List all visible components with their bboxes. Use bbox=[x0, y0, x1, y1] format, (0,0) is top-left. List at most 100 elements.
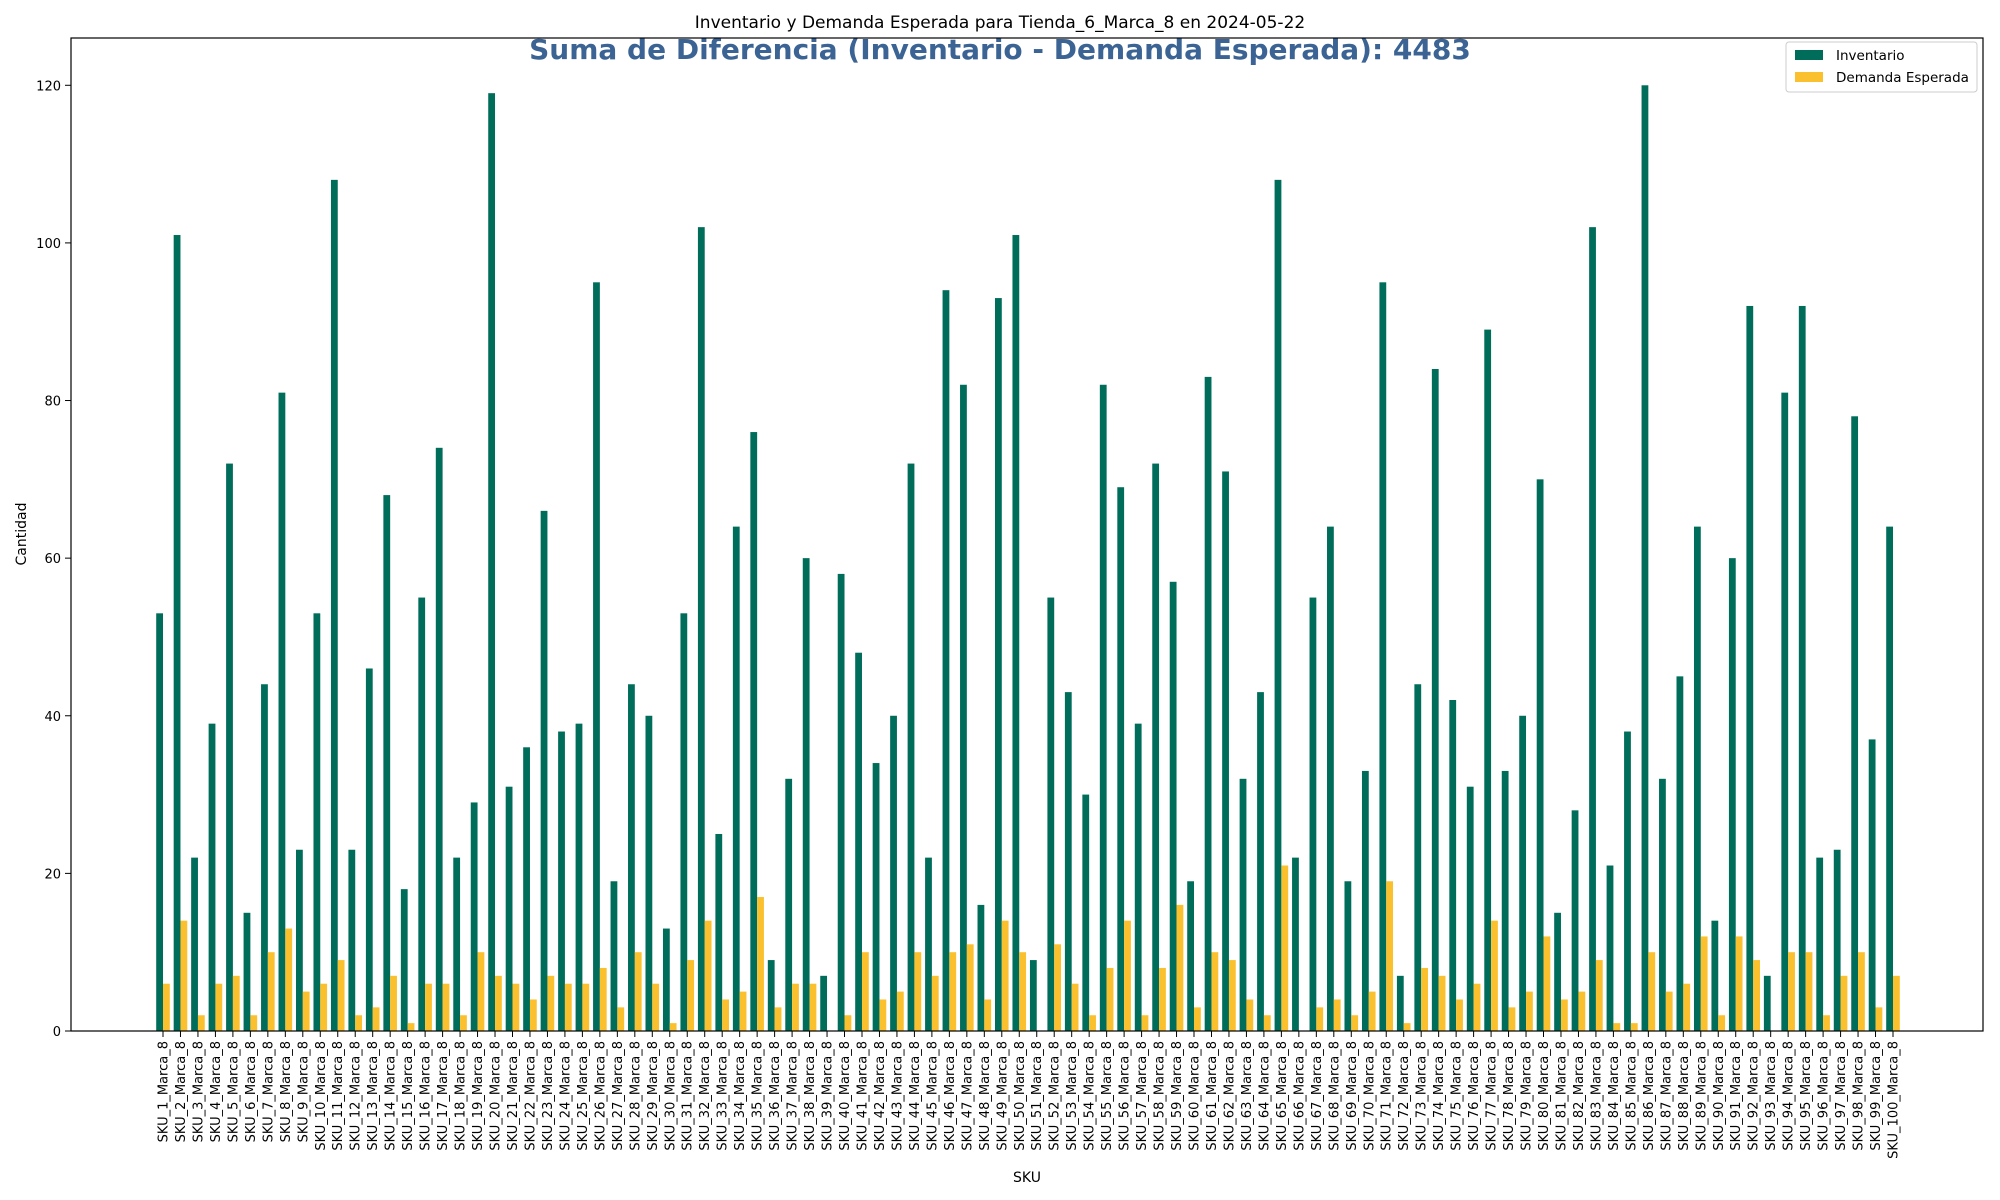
x-tick-label: SKU_76_Marca_8 bbox=[1467, 1041, 1482, 1151]
bar-inventario-99 bbox=[1868, 739, 1876, 1031]
bar-demanda-68 bbox=[1333, 999, 1341, 1031]
legend-swatch-demanda bbox=[1795, 72, 1823, 82]
x-tick-label: SKU_81_Marca_8 bbox=[1554, 1041, 1569, 1151]
bar-demanda-30 bbox=[669, 1023, 677, 1031]
bar-inventario-95 bbox=[1798, 305, 1806, 1031]
bar-demanda-42 bbox=[879, 999, 887, 1031]
bar-demanda-47 bbox=[966, 944, 974, 1031]
x-tick-label: SKU_51_Marca_8 bbox=[1030, 1041, 1045, 1151]
y-tick-label: 120 bbox=[36, 79, 61, 94]
x-tick-label: SKU_79_Marca_8 bbox=[1520, 1041, 1535, 1151]
bar-inventario-4 bbox=[208, 723, 216, 1031]
bar-inventario-3 bbox=[191, 857, 198, 1031]
x-tick-label: SKU_14_Marca_8 bbox=[384, 1041, 399, 1151]
bar-demanda-50 bbox=[1019, 952, 1027, 1031]
x-tick-label: SKU_11_Marca_8 bbox=[331, 1041, 346, 1151]
x-tick-label: SKU_30_Marca_8 bbox=[663, 1041, 678, 1151]
legend-label-demanda: Demanda Esperada bbox=[1836, 70, 1969, 86]
bar-demanda-41 bbox=[861, 952, 869, 1031]
bar-inventario-19 bbox=[470, 802, 478, 1031]
bar-inventario-44 bbox=[907, 463, 915, 1031]
bar-demanda-87 bbox=[1665, 991, 1673, 1031]
x-tick-label: SKU_60_Marca_8 bbox=[1188, 1041, 1203, 1151]
bar-inventario-2 bbox=[173, 235, 181, 1031]
x-tick-label: SKU_91_Marca_8 bbox=[1729, 1041, 1744, 1151]
x-tick-label: SKU_9_Marca_8 bbox=[296, 1041, 311, 1142]
bar-inventario-52 bbox=[1047, 597, 1055, 1031]
bar-inventario-74 bbox=[1431, 369, 1439, 1031]
x-tick-label: SKU_66_Marca_8 bbox=[1292, 1041, 1307, 1151]
x-tick-label: SKU_94_Marca_8 bbox=[1782, 1041, 1797, 1151]
bar-inventario-53 bbox=[1064, 692, 1072, 1031]
bar-inventario-10 bbox=[313, 613, 321, 1031]
bar-demanda-64 bbox=[1263, 1015, 1271, 1031]
bar-demanda-71 bbox=[1386, 881, 1394, 1031]
x-tick-label: SKU_3_Marca_8 bbox=[191, 1041, 206, 1142]
bar-demanda-27 bbox=[617, 1007, 625, 1031]
bar-demanda-57 bbox=[1141, 1015, 1149, 1031]
x-tick-label: SKU_21_Marca_8 bbox=[506, 1041, 521, 1151]
bar-demanda-9 bbox=[302, 991, 310, 1031]
bar-demanda-3 bbox=[197, 1015, 205, 1031]
bar-demanda-81 bbox=[1560, 999, 1568, 1031]
bar-inventario-28 bbox=[628, 684, 635, 1031]
bar-demanda-85 bbox=[1630, 1023, 1638, 1031]
bar-demanda-70 bbox=[1368, 991, 1376, 1031]
x-tick-label: SKU_98_Marca_8 bbox=[1852, 1041, 1867, 1151]
bar-inventario-27 bbox=[610, 881, 618, 1031]
x-tick-label: SKU_29_Marca_8 bbox=[646, 1041, 661, 1151]
x-tick-label: SKU_13_Marca_8 bbox=[366, 1041, 381, 1151]
x-tick-label: SKU_20_Marca_8 bbox=[489, 1041, 504, 1151]
bar-inventario-68 bbox=[1327, 526, 1334, 1031]
bar-inventario-89 bbox=[1693, 526, 1701, 1031]
x-tick-label: SKU_77_Marca_8 bbox=[1485, 1041, 1500, 1151]
x-tick-label: SKU_64_Marca_8 bbox=[1257, 1041, 1272, 1151]
x-tick-label: SKU_43_Marca_8 bbox=[890, 1041, 905, 1151]
bar-inventario-49 bbox=[994, 298, 1002, 1031]
bar-inventario-34 bbox=[732, 526, 740, 1031]
x-tick-label: SKU_4_Marca_8 bbox=[209, 1041, 224, 1142]
bar-group bbox=[156, 85, 1900, 1032]
x-tick-label: SKU_27_Marca_8 bbox=[611, 1041, 626, 1151]
x-tick-label: SKU_38_Marca_8 bbox=[803, 1041, 818, 1151]
bar-inventario-76 bbox=[1466, 786, 1474, 1031]
bar-inventario-13 bbox=[365, 668, 373, 1031]
bar-inventario-40 bbox=[837, 573, 845, 1031]
bar-demanda-58 bbox=[1159, 967, 1166, 1031]
bar-inventario-37 bbox=[785, 778, 793, 1031]
bar-inventario-81 bbox=[1554, 912, 1561, 1031]
bar-inventario-67 bbox=[1309, 597, 1317, 1031]
bar-demanda-61 bbox=[1211, 952, 1219, 1031]
x-tick-label: SKU_5_Marca_8 bbox=[226, 1041, 241, 1142]
bar-demanda-43 bbox=[896, 991, 904, 1031]
x-tick-label: SKU_67_Marca_8 bbox=[1310, 1041, 1325, 1151]
bar-demanda-38 bbox=[809, 983, 817, 1031]
bar-demanda-92 bbox=[1753, 960, 1760, 1031]
bar-demanda-99 bbox=[1875, 1007, 1883, 1031]
bar-demanda-79 bbox=[1526, 991, 1533, 1031]
bar-inventario-38 bbox=[802, 558, 810, 1031]
bar-inventario-20 bbox=[488, 93, 496, 1032]
bar-demanda-14 bbox=[390, 975, 397, 1031]
bar-inventario-48 bbox=[977, 904, 985, 1031]
x-tick-label: SKU_71_Marca_8 bbox=[1380, 1041, 1395, 1151]
x-tick-label: SKU_62_Marca_8 bbox=[1222, 1041, 1237, 1151]
bar-demanda-76 bbox=[1473, 983, 1481, 1031]
x-tick-label: SKU_6_Marca_8 bbox=[244, 1041, 259, 1142]
bar-inventario-79 bbox=[1519, 715, 1527, 1031]
x-tick-label: SKU_97_Marca_8 bbox=[1834, 1041, 1849, 1151]
bar-inventario-91 bbox=[1728, 558, 1736, 1031]
bar-inventario-94 bbox=[1781, 392, 1789, 1031]
bar-inventario-63 bbox=[1239, 778, 1247, 1031]
bar-inventario-12 bbox=[348, 849, 356, 1031]
x-tick-label: SKU_45_Marca_8 bbox=[925, 1041, 940, 1151]
bar-inventario-15 bbox=[400, 889, 408, 1031]
x-tick-label: SKU_90_Marca_8 bbox=[1712, 1041, 1727, 1151]
x-tick-label: SKU_28_Marca_8 bbox=[628, 1041, 643, 1151]
x-tick-label: SKU_74_Marca_8 bbox=[1432, 1041, 1447, 1151]
bar-demanda-7 bbox=[267, 952, 275, 1031]
bar-inventario-75 bbox=[1449, 700, 1457, 1031]
bar-inventario-87 bbox=[1659, 778, 1666, 1031]
bar-inventario-64 bbox=[1257, 692, 1264, 1031]
x-tick-label: SKU_96_Marca_8 bbox=[1817, 1041, 1832, 1151]
